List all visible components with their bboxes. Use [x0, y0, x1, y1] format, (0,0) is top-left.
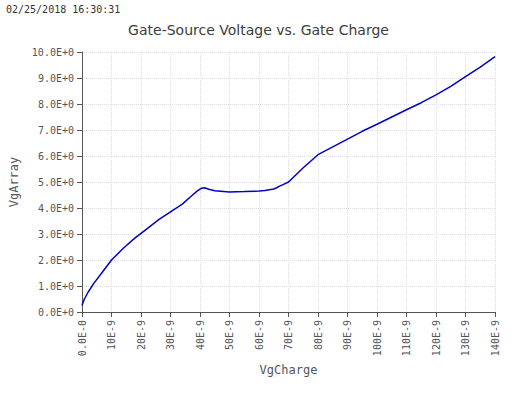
svg-text:1.0E+0: 1.0E+0	[38, 281, 74, 292]
svg-text:90E-9: 90E-9	[342, 320, 353, 350]
svg-text:0.0E-0: 0.0E-0	[77, 320, 88, 356]
svg-text:9.0E+0: 9.0E+0	[38, 73, 74, 84]
svg-text:120E-9: 120E-9	[431, 320, 442, 356]
svg-text:8.0E+0: 8.0E+0	[38, 99, 74, 110]
svg-text:110E-9: 110E-9	[401, 320, 412, 356]
svg-text:3.0E+0: 3.0E+0	[38, 229, 74, 240]
svg-text:02/25/2018 16:30:31: 02/25/2018 16:30:31	[6, 4, 120, 15]
svg-text:40E-9: 40E-9	[195, 320, 206, 350]
svg-text:7.0E+0: 7.0E+0	[38, 125, 74, 136]
svg-text:6.0E+0: 6.0E+0	[38, 151, 74, 162]
svg-text:20E-9: 20E-9	[136, 320, 147, 350]
svg-text:5.0E+0: 5.0E+0	[38, 177, 74, 188]
svg-text:80E-9: 80E-9	[313, 320, 324, 350]
svg-text:10.0E+0: 10.0E+0	[32, 47, 74, 58]
svg-text:100E-9: 100E-9	[372, 320, 383, 356]
svg-text:130E-9: 130E-9	[460, 320, 471, 356]
svg-text:0.0E+0: 0.0E+0	[38, 307, 74, 318]
svg-text:VgCharge: VgCharge	[260, 363, 318, 377]
svg-text:30E-9: 30E-9	[165, 320, 176, 350]
svg-text:50E-9: 50E-9	[224, 320, 235, 350]
svg-text:140E-9: 140E-9	[490, 320, 501, 356]
svg-text:70E-9: 70E-9	[283, 320, 294, 350]
svg-text:2.0E+0: 2.0E+0	[38, 255, 74, 266]
svg-text:4.0E+0: 4.0E+0	[38, 203, 74, 214]
svg-text:60E-9: 60E-9	[254, 320, 265, 350]
svg-text:10E-9: 10E-9	[106, 320, 117, 350]
svg-text:Gate-Source Voltage vs. Gate C: Gate-Source Voltage vs. Gate Charge	[128, 22, 389, 38]
svg-text:VgArray: VgArray	[7, 157, 21, 208]
